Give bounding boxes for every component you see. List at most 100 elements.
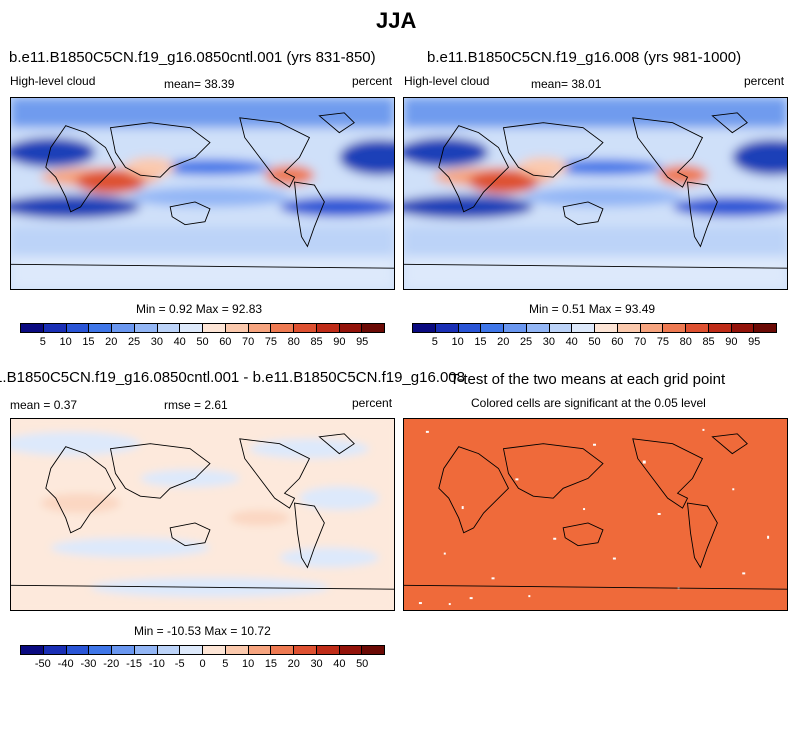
colorbar-tick-label: 20 [497, 336, 510, 348]
colorbar-swatch [526, 324, 550, 332]
case2-title: b.e11.B1850C5CN.f19_g16.008 (yrs 981-100… [427, 49, 742, 66]
colorbar-tick-label: 40 [565, 336, 578, 348]
colorbar-swatch [112, 646, 135, 654]
ttest-subtitle: Colored cells are significant at the 0.0… [471, 396, 706, 410]
colorbar-swatch [134, 324, 158, 332]
diff-units: percent [352, 396, 393, 410]
diff-mean: mean = 0.37 [10, 398, 77, 412]
colorbar-tick-label: 95 [356, 336, 369, 348]
colorbar-swatch [595, 324, 618, 332]
case2-minmax: Min = 0.51 Max = 93.49 [529, 302, 656, 316]
case1-minmax: Min = 0.92 Max = 92.83 [136, 302, 263, 316]
colorbar-tick-label: -50 [34, 658, 51, 670]
colorbar-swatch [731, 324, 755, 332]
diff-minmax: Min = -10.53 Max = 10.72 [134, 624, 271, 638]
colorbar-swatch [435, 324, 459, 332]
case2-mean-value: 38.01 [571, 77, 602, 91]
colorbar-swatch [294, 324, 317, 332]
colorbar-swatch [413, 324, 436, 332]
case2-map [403, 97, 788, 290]
colorbar-swatch [686, 324, 709, 332]
colorbar-tick-label: 75 [656, 336, 670, 348]
colorbar-tick-label: 75 [264, 336, 278, 348]
colorbar-swatch [203, 646, 226, 654]
colorbar-swatch [754, 324, 776, 332]
case1-colorbar-labels: 5 10 15 20 25 30 40 50 60 70 75 80 85 90 95 [20, 336, 385, 350]
diff-mean-label: mean = [10, 398, 51, 412]
colorbar-tick-label: 10 [242, 658, 255, 670]
colorbar-swatch [481, 324, 504, 332]
diff-colorbar [20, 645, 385, 655]
colorbar-tick-label: -15 [126, 658, 143, 670]
colorbar-swatch [157, 646, 181, 654]
colorbar-swatch [89, 324, 112, 332]
colorbar-tick-label: 50 [588, 336, 601, 348]
colorbar-tick-label: 50 [356, 658, 369, 670]
ttest-significance-field [404, 419, 787, 610]
diff-mean-value: 0.37 [53, 398, 78, 412]
colorbar-tick-label: 85 [310, 336, 323, 348]
colorbar-swatch [43, 324, 67, 332]
figure-title: JJA [376, 8, 417, 33]
colorbar-tick-label: 50 [196, 336, 209, 348]
colorbar-tick-label: 80 [679, 336, 692, 348]
colorbar-swatch [504, 324, 527, 332]
colorbar-tick-label: 15 [264, 658, 278, 670]
colorbar-swatch [572, 324, 595, 332]
colorbar-tick-label: 5 [222, 658, 229, 670]
diff-rmse-value: 2.61 [204, 398, 228, 412]
colorbar-tick-label: 80 [287, 336, 300, 348]
colorbar-tick-label: 30 [542, 336, 555, 348]
case2-mean-label: mean= [531, 77, 569, 91]
colorbar-swatch [362, 646, 384, 654]
colorbar-swatch [316, 646, 340, 654]
colorbar-tick-label: -20 [103, 658, 120, 670]
colorbar-tick-label: 0 [199, 658, 206, 670]
colorbar-swatch [21, 646, 44, 654]
colorbar-tick-label: 15 [474, 336, 487, 348]
colorbar-swatch [339, 646, 363, 654]
colorbar-swatch [225, 324, 249, 332]
case1-mean-label: mean= [164, 77, 202, 91]
colorbar-tick-label: -10 [148, 658, 165, 670]
colorbar-swatch [617, 324, 641, 332]
colorbar-swatch [112, 324, 135, 332]
colorbar-swatch [66, 646, 90, 654]
colorbar-swatch [203, 324, 226, 332]
case1-mean-value: 38.39 [204, 77, 235, 91]
colorbar-tick-label: 40 [333, 658, 346, 670]
case2-colorbar-labels: 5 10 15 20 25 30 40 50 60 70 75 80 85 90 95 [412, 336, 777, 350]
colorbar-tick-label: 40 [173, 336, 186, 348]
colorbar-swatch [89, 646, 112, 654]
colorbar-swatch [362, 324, 384, 332]
case1-cloud-field [11, 98, 394, 289]
colorbar-swatch [663, 324, 686, 332]
case1-colorbar [20, 323, 385, 333]
colorbar-tick-label: 10 [59, 336, 72, 348]
colorbar-tick-label: 25 [519, 336, 533, 348]
diff-title-clip: b.e11.B1850C5CN.f19_g16.0850cntl.001 - b… [0, 369, 465, 389]
case2-variable: High-level cloud [404, 74, 490, 88]
colorbar-tick-label: 60 [219, 336, 232, 348]
diff-colorbar-labels: -50 -40 -30 -20 -15 -10 -5 0 5 10 15 20 30 40 50 [20, 658, 385, 672]
case1-map [10, 97, 395, 290]
colorbar-swatch [66, 324, 90, 332]
colorbar-swatch [316, 324, 340, 332]
colorbar-tick-label: 90 [333, 336, 346, 348]
colorbar-tick-label: 20 [287, 658, 300, 670]
colorbar-swatch [21, 324, 44, 332]
colorbar-tick-label: 70 [242, 336, 255, 348]
colorbar-swatch [640, 324, 664, 332]
colorbar-tick-label: 15 [82, 336, 95, 348]
colorbar-tick-label: 30 [150, 336, 163, 348]
colorbar-tick-label: 10 [451, 336, 464, 348]
colorbar-tick-label: -40 [57, 658, 74, 670]
colorbar-swatch [339, 324, 363, 332]
colorbar-tick-label: 5 [39, 336, 46, 348]
colorbar-tick-label: -30 [80, 658, 97, 670]
case1-mean: mean= 38.39 [164, 77, 234, 91]
colorbar-tick-label: 60 [611, 336, 624, 348]
colorbar-tick-label: 20 [105, 336, 118, 348]
colorbar-tick-label: 70 [634, 336, 647, 348]
case1-title: b.e11.B1850C5CN.f19_g16.0850cntl.001 (yr… [9, 49, 376, 66]
